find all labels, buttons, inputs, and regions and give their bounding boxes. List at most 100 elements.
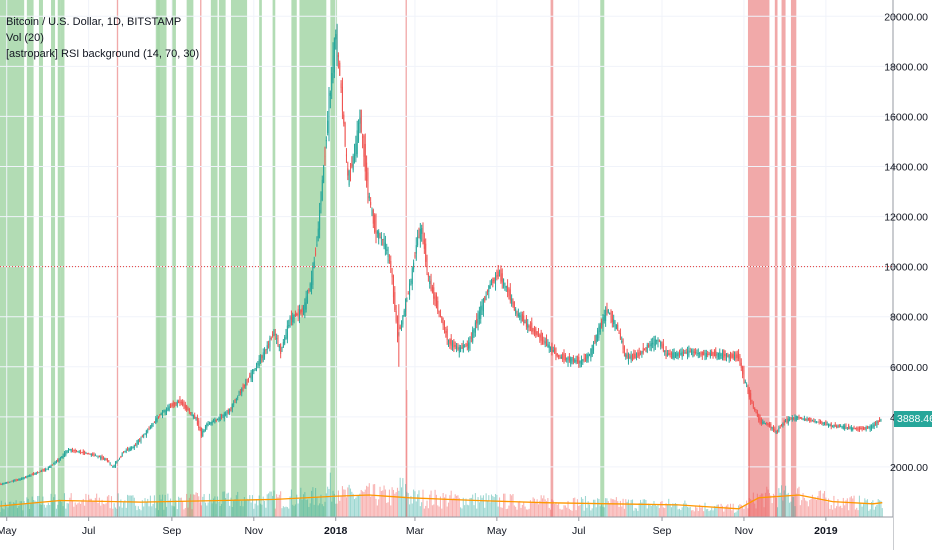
candle-body <box>490 283 492 285</box>
volume-bar <box>367 486 369 517</box>
volume-bar <box>118 506 121 517</box>
volume-bar <box>139 509 141 517</box>
volume-bar <box>375 498 377 517</box>
candle-body <box>806 418 808 421</box>
candle-body <box>14 480 16 482</box>
candle-body <box>442 321 444 326</box>
volume-bar <box>50 493 52 517</box>
volume-bar <box>108 495 110 517</box>
candle-body <box>63 452 65 457</box>
volume-bar <box>783 490 785 517</box>
volume-bar <box>507 508 509 517</box>
candle-body <box>78 451 80 453</box>
volume-bar <box>456 495 458 517</box>
volume-spike <box>406 390 408 517</box>
volume-bar <box>222 491 224 517</box>
candle-body <box>379 234 381 237</box>
candle-body <box>648 344 650 347</box>
candle-body <box>359 117 361 124</box>
volume-bar <box>626 501 628 517</box>
volume-bar <box>811 494 813 517</box>
candle-body <box>67 448 69 453</box>
volume-bar <box>523 502 525 517</box>
volume-bar <box>607 501 609 517</box>
volume-bar <box>215 503 217 517</box>
grid-layer <box>0 0 893 517</box>
volume-bar <box>610 498 612 517</box>
volume-bar <box>666 504 668 517</box>
y-tick-label: 18000.00 <box>884 61 928 73</box>
volume-bar <box>759 495 761 517</box>
candle-body <box>288 325 290 327</box>
volume-bar <box>601 504 603 517</box>
volume-bar <box>255 498 258 517</box>
candle-body <box>425 243 427 262</box>
candle-body <box>343 114 345 124</box>
volume-bar <box>419 506 421 517</box>
volume-bar <box>315 488 317 517</box>
candle-body <box>196 417 198 425</box>
candle-body <box>153 421 155 423</box>
volume-bar <box>834 508 836 517</box>
volume-bar <box>114 507 117 517</box>
volume-bar <box>441 508 443 517</box>
volume-bar <box>527 509 529 517</box>
candle-body <box>805 418 807 420</box>
candle-body <box>108 461 110 463</box>
volume-bar <box>316 496 318 517</box>
legend-volume[interactable]: Vol (20) <box>6 32 44 44</box>
candle-body <box>850 427 852 431</box>
volume-bar <box>721 505 723 517</box>
volume-bar <box>39 504 41 517</box>
candle-body <box>544 341 546 344</box>
candle-body <box>133 444 135 449</box>
candle-body <box>762 422 764 424</box>
candle-body <box>276 338 278 340</box>
legend-symbol[interactable]: Bitcoin / U.S. Dollar, 1D, BITSTAMP <box>6 16 182 28</box>
volume-bar <box>49 504 51 517</box>
volume-bar <box>840 505 842 517</box>
candle-body <box>750 393 752 402</box>
volume-bar <box>184 507 186 517</box>
candle-body <box>120 455 122 457</box>
candle-body <box>340 83 342 88</box>
volume-bar <box>199 502 201 517</box>
candle-body <box>653 340 655 347</box>
candle-body <box>132 446 134 449</box>
volume-bar <box>877 499 879 517</box>
candle-body <box>830 423 832 427</box>
volume-bar <box>822 493 824 517</box>
candle-body <box>339 62 341 76</box>
volume-bar <box>319 503 321 517</box>
volume-bar <box>274 508 276 517</box>
candle-body <box>191 413 193 417</box>
volume-bar <box>208 493 211 517</box>
candle-body <box>143 434 145 437</box>
candle-body <box>725 354 727 359</box>
volume-bar <box>638 503 640 517</box>
candle-body <box>20 477 22 480</box>
volume-bar <box>30 502 32 517</box>
candle-body <box>426 257 428 271</box>
candle-body <box>610 312 612 318</box>
volume-bar <box>290 489 292 517</box>
candle-body <box>542 335 544 342</box>
volume-bar <box>593 499 595 517</box>
candle-body <box>206 424 208 428</box>
candle-body <box>535 328 537 335</box>
volume-bar <box>656 506 658 517</box>
legend-indicator[interactable]: [astropark] RSI background (14, 70, 30) <box>6 48 200 60</box>
candle-body <box>627 354 629 362</box>
candle-body <box>188 408 190 413</box>
volume-bar <box>452 498 454 517</box>
candle-body <box>576 360 578 362</box>
volume-bar <box>836 506 838 517</box>
candle-body <box>470 337 472 339</box>
candle-body <box>614 321 616 327</box>
candle-body <box>215 420 217 422</box>
candle-body <box>254 368 256 370</box>
volume-bar <box>488 495 490 517</box>
candle-body <box>262 352 264 361</box>
